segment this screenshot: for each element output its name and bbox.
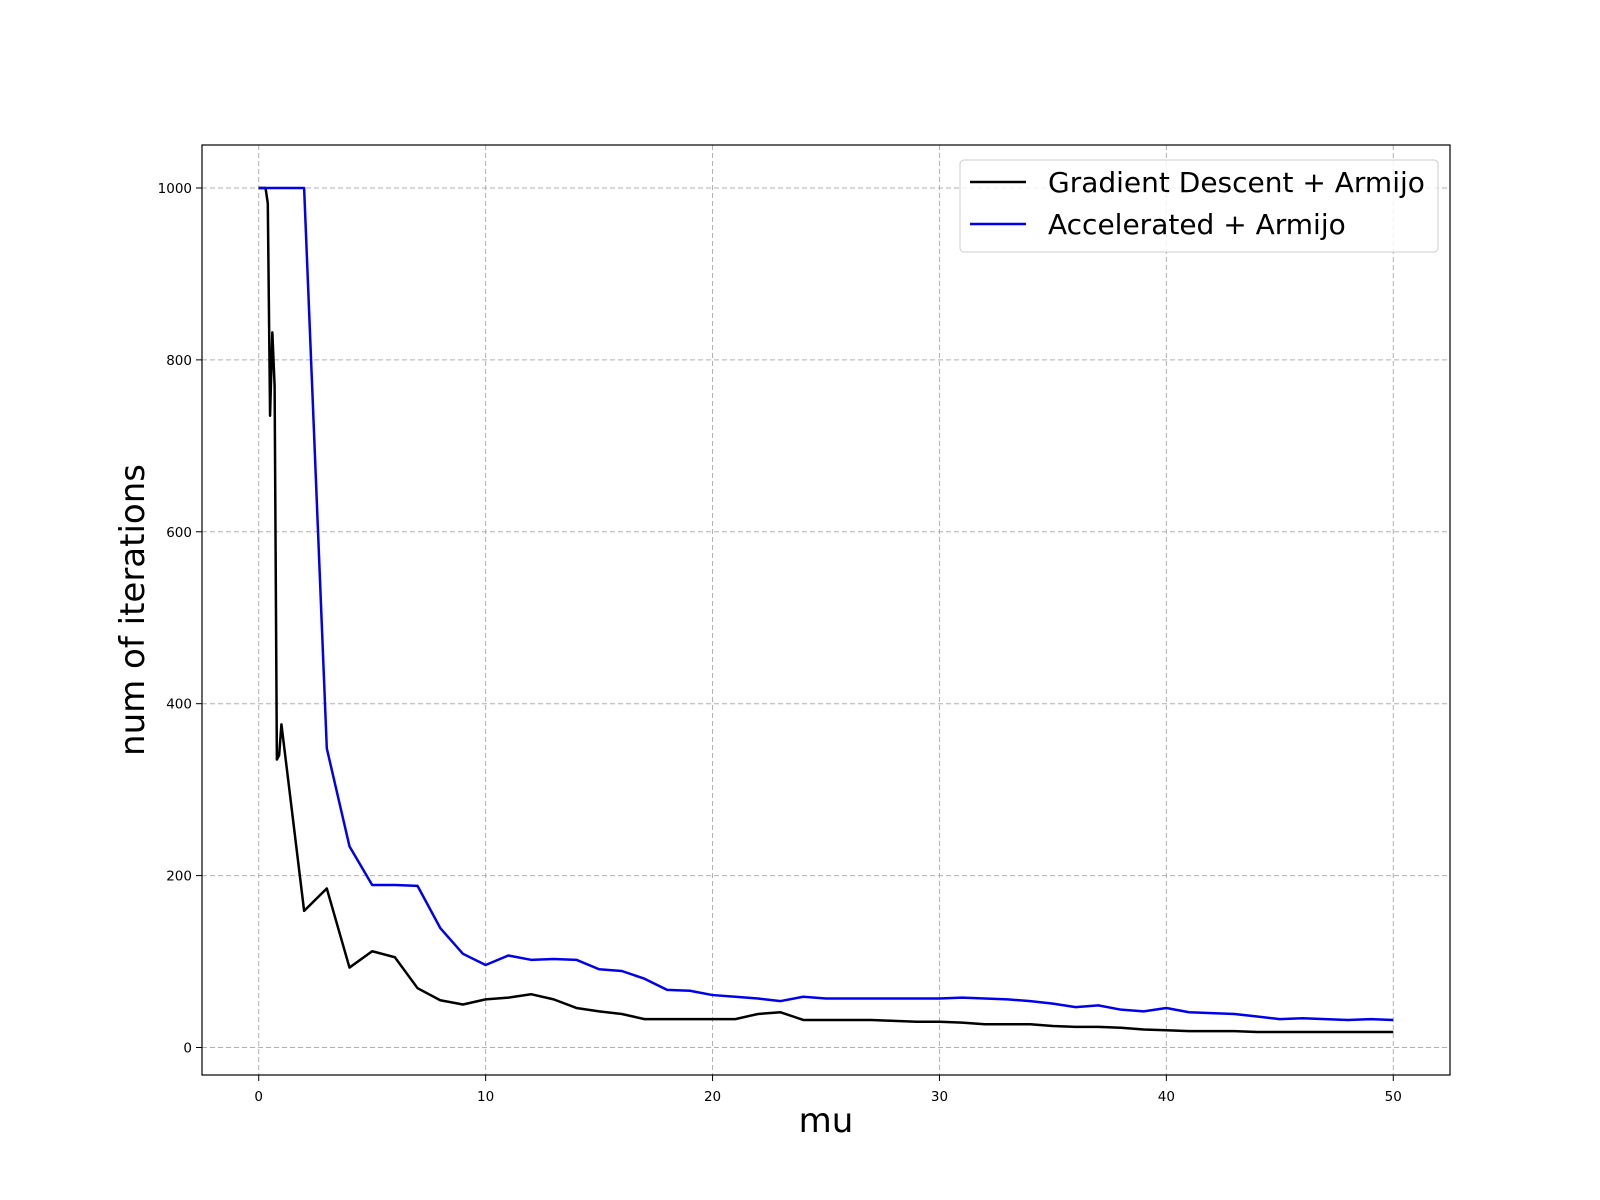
y-tick-label: 600 (166, 525, 192, 541)
x-axis-label: mu (799, 1101, 854, 1141)
series-line-1 (258, 186, 1394, 1022)
x-tick-label: 20 (704, 1089, 721, 1105)
series-line-0 (258, 186, 1394, 1034)
legend-label-accelerated: Accelerated + Armijo (1048, 208, 1346, 241)
x-tick-label: 10 (477, 1089, 494, 1105)
x-tick-label: 50 (1385, 1089, 1402, 1105)
y-tick-label: 800 (166, 353, 192, 369)
plot-series (258, 186, 1394, 1034)
legend: Gradient Descent + Armijo Accelerated + … (959, 159, 1439, 253)
x-tick-label: 40 (1158, 1089, 1175, 1105)
grid (202, 145, 1450, 1075)
y-axis-label: num of iterations (113, 464, 153, 756)
axis-ticks: 0 10 20 30 40 50 0 200 400 600 800 1000 (158, 181, 1402, 1105)
x-tick-label: 0 (254, 1089, 263, 1105)
plot-frame (201, 144, 1451, 1076)
legend-box (959, 159, 1439, 253)
x-tick-label: 30 (931, 1089, 948, 1105)
y-tick-label: 200 (166, 869, 192, 885)
y-tick-label: 1000 (158, 181, 192, 197)
legend-label-gradient-descent: Gradient Descent + Armijo (1048, 166, 1425, 199)
y-tick-label: 0 (183, 1040, 192, 1056)
y-tick-label: 400 (166, 697, 192, 713)
